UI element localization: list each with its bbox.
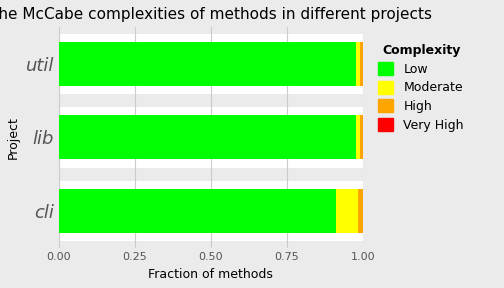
Bar xyxy=(59,34,363,94)
Bar xyxy=(360,42,363,86)
Bar xyxy=(59,115,356,160)
Bar xyxy=(59,189,336,233)
Bar xyxy=(356,115,360,160)
Bar xyxy=(336,189,358,233)
Bar xyxy=(360,115,363,160)
Bar xyxy=(356,42,360,86)
Bar xyxy=(59,42,356,86)
Bar xyxy=(358,189,363,233)
Title: The McCabe complexities of methods in different projects: The McCabe complexities of methods in di… xyxy=(0,7,432,22)
Bar xyxy=(59,181,363,241)
Y-axis label: Project: Project xyxy=(7,116,20,159)
Legend: Low, Moderate, High, Very High: Low, Moderate, High, Very High xyxy=(372,38,470,138)
Bar xyxy=(59,107,363,168)
X-axis label: Fraction of methods: Fraction of methods xyxy=(148,268,273,281)
